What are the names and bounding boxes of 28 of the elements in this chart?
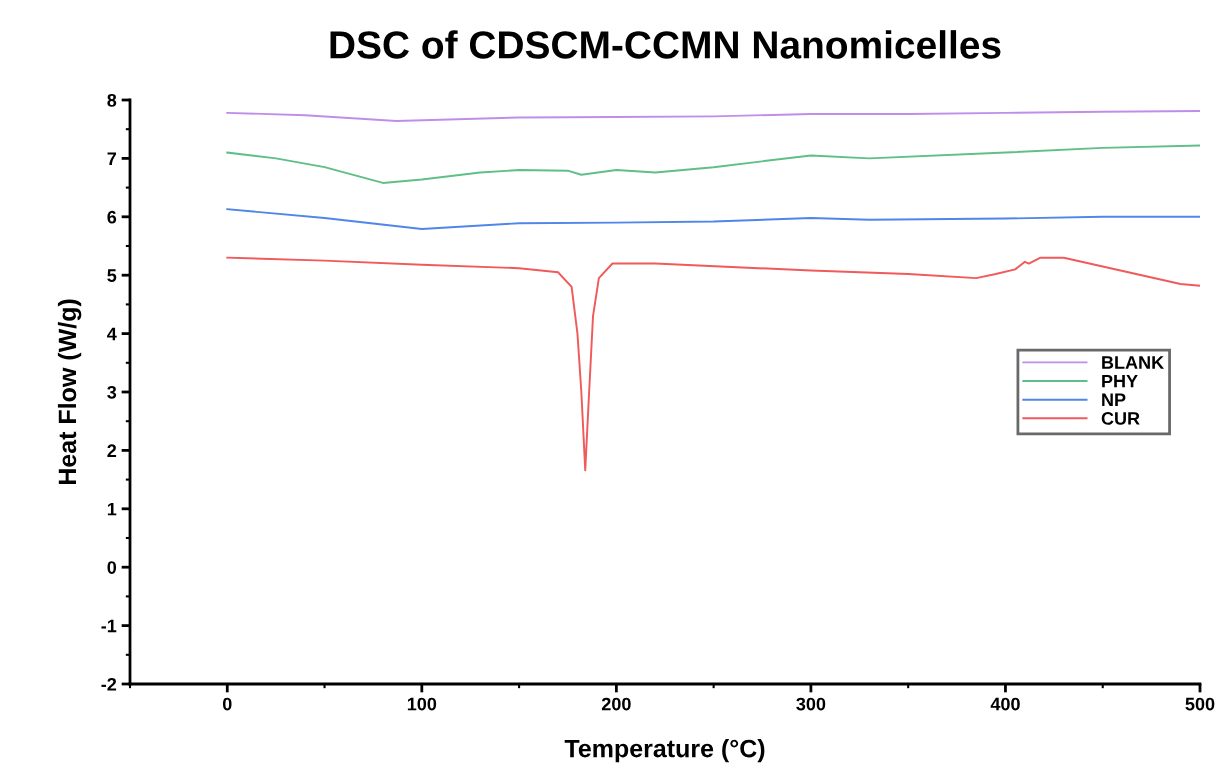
- y-tick-label: 1: [107, 502, 117, 516]
- y-tick-label: 0: [107, 561, 117, 574]
- y-tick-label: 8: [107, 93, 117, 107]
- y-tick-label: -1: [101, 619, 117, 633]
- legend-label: NP: [1102, 393, 1126, 406]
- y-tick-label: 2: [107, 444, 117, 457]
- y-axis-title: Heat Flow (W/g): [57, 299, 82, 485]
- legend-label: PHY: [1102, 374, 1138, 388]
- y-tick-label: 4: [107, 327, 117, 341]
- y-tick-label: 3: [107, 385, 117, 399]
- y-tick-label: 7: [107, 152, 117, 165]
- y-tick-label: -2: [101, 677, 117, 691]
- y-tick-label: 5: [107, 269, 117, 282]
- line-series: [226, 256, 1200, 472]
- x-tick-label: 400: [990, 697, 1020, 711]
- y-tick-label: 6: [107, 210, 117, 224]
- x-tick-label: 200: [601, 697, 631, 711]
- x-tick-label: 100: [407, 697, 437, 711]
- x-tick-label: 300: [796, 697, 826, 711]
- x-axis-title: Temperature (°C): [564, 739, 765, 763]
- chart-title: DSC of CDSCM-CCMN Nanomicelles: [330, 30, 1001, 59]
- legend-label: CUR: [1101, 412, 1140, 425]
- line-series: [226, 208, 1200, 231]
- line-series: [226, 144, 1200, 184]
- x-tick-label: 0: [222, 697, 232, 711]
- x-tick-label: 500: [1185, 697, 1215, 711]
- legend-label: BLANK: [1102, 356, 1164, 369]
- line-series: [226, 110, 1200, 122]
